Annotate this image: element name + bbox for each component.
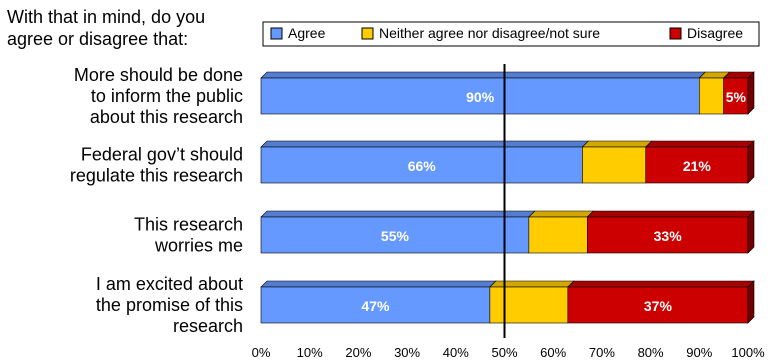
legend-swatch [270, 27, 283, 40]
x-tick-label: 70% [589, 345, 615, 360]
x-tick-label: 60% [540, 345, 566, 360]
bar-segment-side [747, 280, 755, 324]
x-tick-label: 50% [491, 345, 517, 360]
bar-segment-top [581, 140, 653, 148]
question-line: With that in mind, do you [7, 7, 205, 27]
x-tick-label: 40% [443, 345, 469, 360]
bar-segment [489, 286, 569, 324]
bar-segment [645, 146, 749, 184]
category-label: More should be done to inform the public a… [74, 65, 243, 127]
category-label-line: I am excited about [96, 274, 243, 294]
bar-segment-top [528, 210, 595, 218]
bar-segment-top [586, 210, 755, 218]
legend-swatch [361, 27, 374, 40]
category-label-line: to inform the public [91, 86, 243, 106]
bar-segment-top [645, 140, 755, 148]
bar-segment [528, 216, 588, 254]
bar-segment-top [489, 280, 575, 288]
category-label: Federal gov’t should regulate this resear… [70, 145, 243, 186]
data-label: 37% [644, 298, 673, 314]
bar-segment-side [747, 140, 755, 184]
bar-segment-side [747, 71, 755, 115]
category-label-line: about this research [90, 107, 243, 127]
data-label: 90% [466, 89, 495, 105]
bar-segment-top [260, 140, 590, 148]
category-label-line: regulate this research [70, 166, 243, 186]
bar-segment [567, 286, 749, 324]
category-label-line: Federal gov’t should [81, 145, 243, 165]
category-label-line: the promise of this [96, 295, 243, 315]
x-tick-label: 10% [297, 345, 323, 360]
x-tick-label: 80% [638, 345, 664, 360]
data-label: 5% [726, 89, 747, 105]
legend-label: Neither agree nor disagree/not sure [379, 25, 600, 41]
bar-segment-top [567, 280, 755, 288]
bar-segment [260, 286, 491, 324]
data-label: 66% [408, 158, 437, 174]
x-tick-label: 100% [731, 345, 765, 360]
bar-segment [586, 216, 749, 254]
bar-segment [260, 77, 700, 115]
data-label: 21% [683, 158, 712, 174]
question-text: With that in mind, do you agree or disagr… [7, 7, 205, 49]
bar-segment-top [260, 280, 497, 288]
bar-segment [582, 146, 647, 184]
category-label-line: More should be done [74, 65, 243, 85]
category-label: This research worries me [134, 215, 243, 256]
data-label: 55% [381, 228, 410, 244]
data-label: 47% [361, 298, 390, 314]
x-tick-label: 90% [686, 345, 712, 360]
bar-segment-top [260, 71, 707, 79]
category-label: I am excited about the promise of this res… [96, 274, 243, 336]
legend-label: Disagree [687, 25, 743, 41]
bar-segment-top [260, 210, 536, 218]
x-tick-label: 30% [394, 345, 420, 360]
question-line: agree or disagree that: [7, 29, 188, 49]
category-label-line: worries me [154, 236, 243, 256]
x-tick-label: 0% [252, 345, 271, 360]
category-label-line: This research [134, 215, 243, 235]
category-label-line: research [173, 316, 243, 336]
bar-segment-side [747, 210, 755, 254]
x-tick-label: 20% [345, 345, 371, 360]
legend-label: Agree [288, 25, 326, 41]
bar-segment [698, 77, 724, 115]
legend-swatch [669, 27, 682, 40]
data-label: 33% [654, 228, 683, 244]
